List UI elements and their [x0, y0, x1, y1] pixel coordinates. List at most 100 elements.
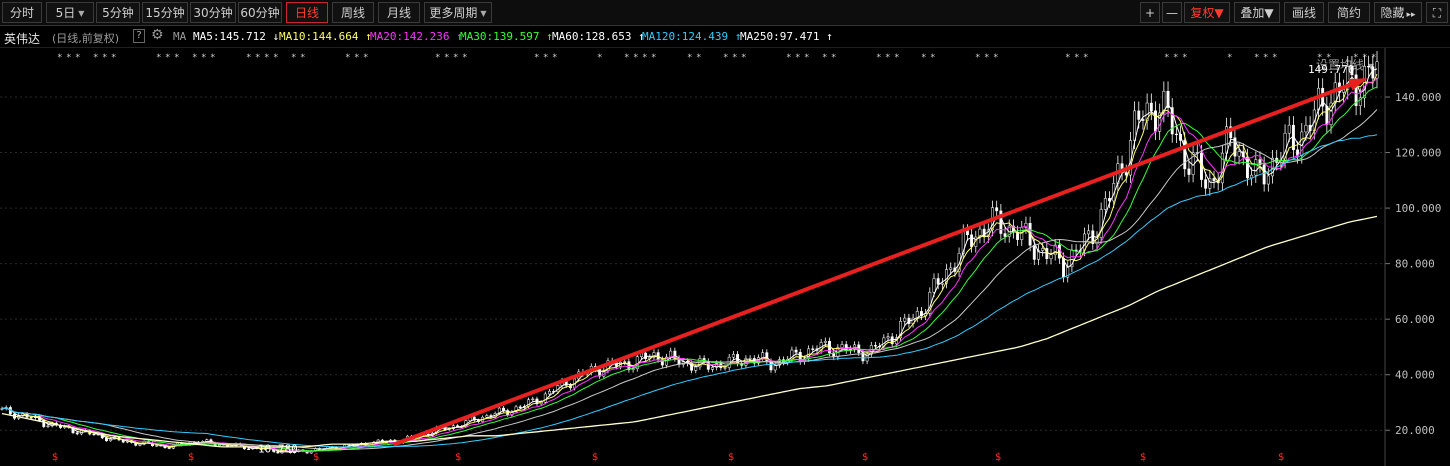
help-button[interactable]: ? [133, 29, 145, 43]
candle-body [1166, 91, 1170, 108]
ma250-text: MA250:97.471 [740, 30, 820, 43]
candle-body [1367, 65, 1371, 68]
tab-fenshi[interactable]: 分时 [2, 2, 42, 23]
candle-body [1350, 66, 1354, 76]
news-star-marker: * [273, 53, 278, 63]
dividend-marker: $ [728, 452, 734, 463]
tab-30min[interactable]: 30分钟 [190, 2, 236, 23]
overlay-dropdown[interactable]: 叠加▼ [1234, 2, 1280, 23]
price-tick-label: 40.000 [1395, 369, 1435, 382]
candle-body [903, 317, 907, 322]
candle-body [631, 368, 635, 370]
tab-more-periods[interactable]: 更多周期 ▼ [424, 2, 492, 23]
candle-body [1141, 119, 1145, 121]
news-star-marker: * [723, 53, 728, 63]
arrow-up-icon: ↑ [734, 30, 742, 43]
tab-monthly[interactable]: 月线 [378, 2, 420, 23]
tab-15min[interactable]: 15分钟 [142, 2, 188, 23]
candle-body [723, 367, 727, 369]
news-star-marker: * [255, 53, 260, 63]
tab-60min[interactable]: 60分钟 [238, 2, 282, 23]
candle-body [1024, 222, 1028, 228]
candlestick-chart[interactable]: $ $ $ $ $ $ $ $ $ $ * * * * * * * * * * * * * * * * * * * * * * * * * * * * * *… [0, 48, 1450, 466]
gear-icon[interactable]: ⚙ [151, 27, 164, 43]
candle-body [932, 278, 936, 293]
news-star-marker: * [165, 53, 170, 63]
candle-body [936, 278, 940, 285]
simple-mode-button[interactable]: 简约 [1328, 2, 1370, 23]
news-star-marker: * [462, 53, 467, 63]
tab-label: 15分钟 [145, 6, 185, 20]
candle-body [155, 445, 159, 447]
candle-body [1099, 209, 1103, 238]
tab-5min[interactable]: 5分钟 [96, 2, 140, 23]
fullscreen-button[interactable]: ⛶ [1426, 2, 1448, 23]
news-star-marker: * [291, 53, 296, 63]
tab-label: 周线 [340, 6, 365, 20]
indicator-bar: 英伟达 (日线,前复权) MA MA5:145.712 ↓ MA10:144.6… [0, 26, 1450, 72]
candle-body [1087, 230, 1091, 235]
news-star-marker: * [1173, 53, 1178, 63]
candle-body [1124, 172, 1128, 176]
price-tick-label: 100.000 [1395, 202, 1441, 215]
dividend-marker: $ [52, 452, 58, 463]
news-star-marker: * [1326, 53, 1331, 63]
news-star-marker: * [156, 53, 161, 63]
news-star-marker: * [651, 53, 656, 63]
candle-body [75, 432, 79, 435]
dividend-marker: $ [862, 452, 868, 463]
news-star-marker: * [453, 53, 458, 63]
ma5-text: MA5:145.712 [193, 30, 266, 43]
ma60-line [1, 109, 1378, 450]
news-star-marker: * [687, 53, 692, 63]
news-star-marker: * [1371, 53, 1376, 63]
candle-body [1375, 61, 1379, 79]
dividend-marker: $ [455, 452, 461, 463]
candle-body [761, 352, 765, 358]
double-arrow-icon: ▸▸ [1406, 10, 1416, 20]
ma250-value: MA250:97.471 ↑ [740, 30, 833, 43]
arrow-up-icon: ↑ [365, 30, 372, 43]
candle-body [543, 393, 547, 403]
news-star-marker: * [795, 53, 800, 63]
draw-line-button[interactable]: 画线 [1284, 2, 1324, 23]
fuquan-dropdown[interactable]: 复权▼ [1184, 2, 1230, 23]
candle-body [1133, 110, 1137, 141]
candle-body [1358, 97, 1362, 106]
candle-body [1041, 248, 1045, 251]
candle-body [811, 348, 815, 350]
grid-lines [0, 96, 1385, 431]
ma250-line [1, 215, 1378, 448]
tab-daily[interactable]: 日线 [286, 2, 328, 23]
news-star-marker: * [66, 53, 71, 63]
news-star-marker: * [345, 53, 350, 63]
candle-body [965, 230, 969, 236]
price-candles [0, 51, 1379, 454]
candle-body [1354, 74, 1358, 106]
candle-body [1003, 233, 1007, 237]
ma20-value: MA20:142.236 ↑ [370, 30, 463, 43]
candle-body [1149, 102, 1153, 112]
trend-line-stroke [393, 78, 1364, 447]
candle-body [1183, 140, 1187, 170]
tab-5day[interactable]: 5日 ▼ [46, 2, 94, 23]
ma5-value: MA5:145.712 ↓ [193, 30, 279, 43]
hide-button[interactable]: 隐藏 ▸▸ [1374, 2, 1422, 23]
candle-body [1287, 124, 1291, 134]
news-star-marker: * [993, 53, 998, 63]
dividend-marker: $ [995, 452, 1001, 463]
candle-body [1045, 248, 1049, 259]
news-star-marker: * [210, 53, 215, 63]
zoom-out-button[interactable]: — [1162, 2, 1182, 23]
news-star-marker: * [822, 53, 827, 63]
ma120-value: MA120:124.439 ↑ [642, 30, 741, 43]
tab-weekly[interactable]: 周线 [332, 2, 374, 23]
candle-body [920, 311, 923, 317]
candle-body [1204, 179, 1208, 189]
zoom-in-button[interactable]: + [1140, 2, 1160, 23]
ma10-line [1, 73, 1378, 453]
ma10-text: MA10:144.664 [279, 30, 359, 43]
news-star-marker: * [552, 53, 557, 63]
candle-body [276, 451, 280, 454]
tab-label: 日线 [294, 6, 319, 20]
